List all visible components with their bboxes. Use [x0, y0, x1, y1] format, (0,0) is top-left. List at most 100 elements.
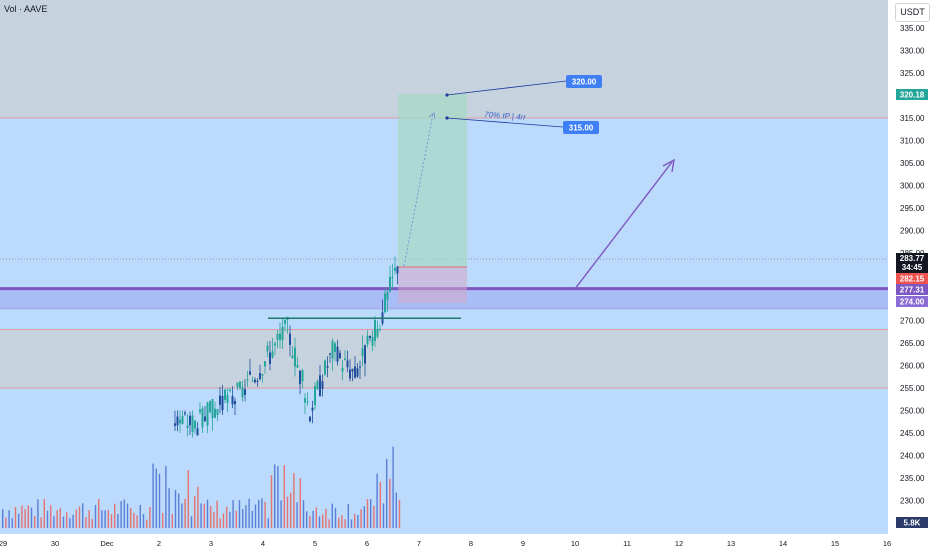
volume-bar: [229, 511, 231, 528]
last-price-badge: [896, 253, 928, 273]
candle-body: [356, 368, 359, 377]
candle-body: [301, 370, 304, 382]
volume-bar: [299, 477, 301, 528]
volume-bar: [395, 492, 397, 528]
candle-body: [326, 366, 329, 368]
volume-bar: [165, 466, 167, 528]
volume-bar: [392, 446, 394, 528]
target-high-dot: [445, 93, 449, 97]
candle-body: [231, 396, 234, 405]
position-sl-box[interactable]: [398, 267, 467, 303]
volume-bar: [264, 501, 266, 528]
volume-bar: [370, 499, 372, 528]
volume-bar: [270, 475, 273, 528]
projection-arrow[interactable]: [575, 161, 673, 289]
candle-body: [266, 345, 269, 352]
candles: [174, 256, 399, 438]
volume-bar: [171, 514, 173, 528]
candle-body: [246, 379, 249, 381]
candle-body: [396, 266, 399, 274]
volume-bar: [120, 501, 122, 528]
price-tick: 250.00: [900, 407, 925, 416]
volume-bar: [18, 513, 20, 528]
candle-body: [221, 395, 224, 411]
volume-bar: [11, 518, 13, 528]
volume-bar: [130, 507, 132, 528]
volume-bar: [312, 510, 314, 528]
price-tick: 300.00: [900, 182, 925, 191]
volume-bar: [376, 473, 378, 528]
candle-body: [331, 340, 334, 359]
volume-bars: [2, 446, 401, 528]
volume-bar: [174, 489, 177, 528]
volume-bar: [245, 505, 247, 528]
price-tick: 265.00: [900, 339, 925, 348]
volume-bar: [98, 498, 100, 528]
time-tick: 10: [571, 539, 579, 548]
candle-body: [336, 346, 339, 362]
price-tick: 310.00: [900, 137, 925, 146]
volume-bar: [360, 509, 362, 528]
candle-body: [201, 408, 204, 428]
volume-bar: [56, 510, 58, 528]
volume-bar: [302, 500, 305, 528]
candle-body: [369, 335, 371, 339]
tp-price-badge: [896, 89, 928, 100]
candle-body: [309, 416, 311, 422]
volume-bar: [235, 510, 237, 528]
volume-bar: [40, 517, 42, 528]
candle-body: [184, 412, 186, 414]
currency-button[interactable]: USDT: [895, 3, 930, 22]
time-axis[interactable]: [0, 534, 888, 550]
volume-bar: [203, 503, 205, 528]
candle-body: [211, 398, 214, 419]
time-tick: 9: [521, 539, 525, 548]
time-tick: 13: [727, 539, 735, 548]
volume-bar: [181, 503, 183, 528]
time-tick: 7: [417, 539, 421, 548]
tp-path: [403, 113, 434, 267]
candle-body: [234, 401, 236, 405]
volume-bar: [341, 515, 343, 528]
volume-bar: [152, 463, 154, 528]
target-low-label-box[interactable]: [563, 121, 599, 134]
volume-bar: [78, 506, 81, 528]
volume-bar: [258, 499, 260, 528]
candle-body: [321, 381, 324, 389]
volume-bar: [248, 498, 250, 528]
volume-bar: [290, 492, 292, 528]
volume-bar: [184, 499, 186, 528]
volume-bar: [251, 510, 253, 528]
candle-body: [279, 333, 281, 340]
volume-bar: [136, 515, 138, 528]
target-high-label-box[interactable]: [566, 75, 602, 88]
candle-body: [254, 379, 256, 383]
time-tick: 4: [261, 539, 265, 548]
volume-bar: [328, 519, 330, 528]
candle-body: [391, 277, 394, 279]
volume-bar: [59, 507, 61, 528]
volume-bar: [232, 500, 234, 528]
candle-body: [384, 293, 386, 313]
price-tick: 260.00: [900, 362, 925, 371]
candle-body: [216, 409, 219, 416]
volume-bar: [261, 498, 263, 528]
candle-body: [351, 368, 354, 372]
volume-bar: [8, 510, 10, 528]
volume-bar: [331, 503, 333, 528]
position-tp-box[interactable]: [398, 94, 467, 267]
countdown-label: 34:45: [902, 263, 923, 272]
candle-body: [319, 375, 321, 397]
volume-bar: [5, 517, 7, 528]
volume-bar: [158, 473, 161, 528]
volume-bar: [104, 510, 106, 528]
volume-bar: [187, 470, 189, 528]
candle-body: [241, 387, 244, 398]
volume-bar: [315, 507, 317, 528]
volume-bar: [142, 514, 145, 528]
volume-bar: [366, 499, 369, 528]
time-tick: 16: [883, 539, 891, 548]
price-tick: 330.00: [900, 47, 925, 56]
volume-bar: [373, 505, 375, 528]
